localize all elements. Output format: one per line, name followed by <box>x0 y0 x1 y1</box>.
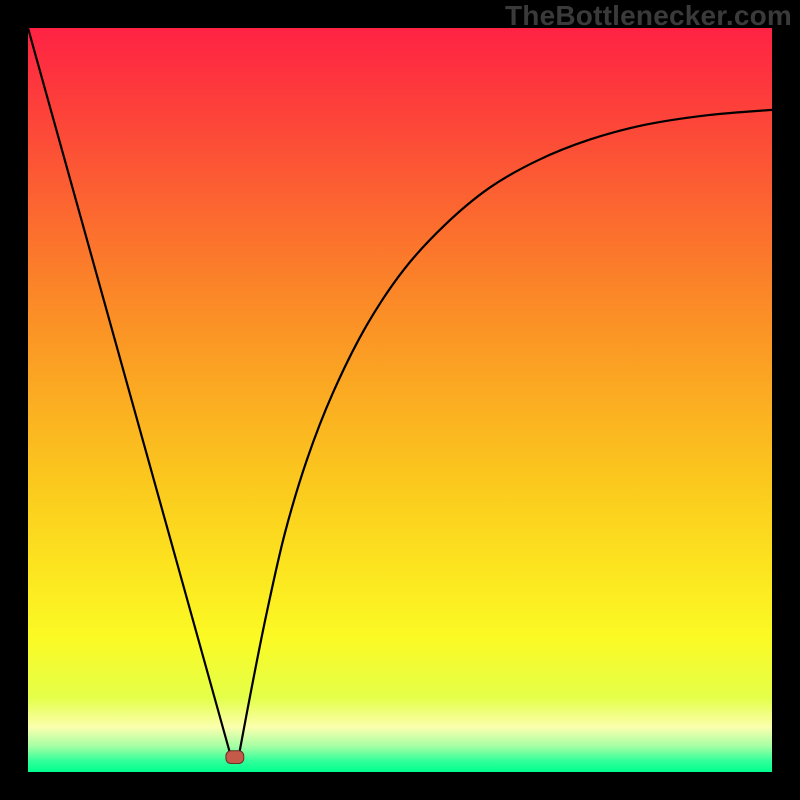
chart-svg <box>28 28 772 772</box>
bottleneck-chart <box>28 28 772 772</box>
chart-background-gradient <box>28 28 772 772</box>
minimum-marker <box>226 751 244 764</box>
